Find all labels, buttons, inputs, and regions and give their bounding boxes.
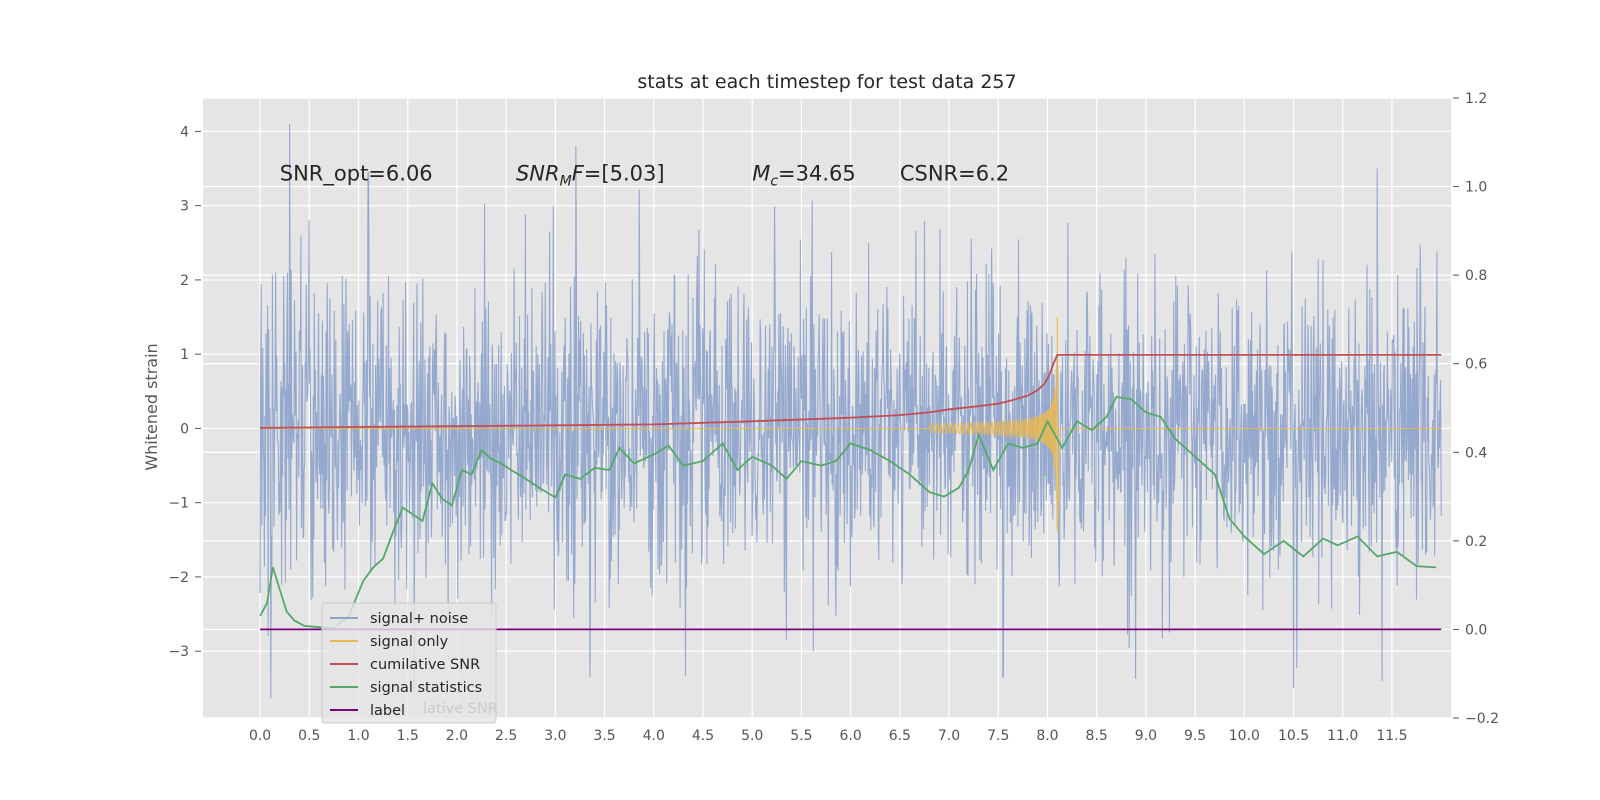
x-tick-label: 6.5 xyxy=(889,728,911,744)
annotation-text: CSNR=6.2 xyxy=(900,161,1009,185)
legend-label: label xyxy=(370,703,405,719)
x-tick-label: 10.5 xyxy=(1278,728,1309,744)
legend-label: signal only xyxy=(370,634,449,650)
annotation-text: SNR_opt=6.06 xyxy=(280,161,433,186)
x-tick-label: 4.5 xyxy=(692,728,714,744)
tick-labels: 0.0 0.5 1.0 1.5 2.0 2.5 3.0 3.5 4.0 4.5 5.0 5.5 6.0 6… xyxy=(168,91,1499,744)
cumilative-snr-line xyxy=(260,354,1442,429)
x-tick-label: 7.5 xyxy=(987,728,1009,744)
y-tick-label: 3 xyxy=(180,199,189,215)
x-tick-label: 2.0 xyxy=(446,728,468,744)
y-tick-label: −2 xyxy=(168,570,189,586)
chart-title: stats at each timestep for test data 257 xyxy=(637,71,1016,93)
x-tick-label: 6.0 xyxy=(839,728,861,744)
y-tick-label: 0 xyxy=(180,421,189,437)
y-tick-label: −3 xyxy=(168,644,189,660)
x-tick-label: 1.0 xyxy=(347,728,369,744)
x-tick-label: 2.5 xyxy=(495,728,517,744)
legend-label: signal+ noise xyxy=(370,611,468,627)
y2-tick-label: 1.0 xyxy=(1465,180,1487,196)
y-tick-label: 4 xyxy=(180,124,189,140)
legend-ghost-text: lative SNR xyxy=(423,701,498,717)
signal-statistics-line xyxy=(259,395,1437,630)
y2-tick-label: −0.2 xyxy=(1465,711,1499,727)
legend-label: cumilative SNR xyxy=(370,657,480,673)
legend-box xyxy=(321,602,497,724)
x-tick-label: 7.0 xyxy=(938,728,960,744)
x-tick-label: 11.0 xyxy=(1327,728,1358,744)
x-tick-label: 9.0 xyxy=(1135,728,1157,744)
x-tick-label: 3.5 xyxy=(593,728,615,744)
y2-tick-label: 0.6 xyxy=(1465,357,1487,373)
legend: lative SNR signal+ noise signal only cumila… xyxy=(321,602,498,724)
annotation-text: Mc=34.65 xyxy=(752,161,856,189)
annotations: SNR_opt=6.06 SNRMF=[5.03] Mc=34.65 CSNR=6.2 xyxy=(280,161,1009,189)
tick-marks xyxy=(195,97,1459,719)
y2-tick-label: 0.8 xyxy=(1465,268,1487,284)
signal-noise-line xyxy=(259,123,1442,699)
y-axis-label: Whitened strain xyxy=(142,343,161,470)
x-tick-label: 0.0 xyxy=(249,728,271,744)
y-tick-label: 1 xyxy=(180,347,189,363)
x-tick-label: 10.0 xyxy=(1229,728,1260,744)
annotation-text: SNRMF=[5.03] xyxy=(516,161,665,189)
y2-tick-label: 0.4 xyxy=(1465,445,1487,461)
x-tick-label: 11.5 xyxy=(1376,728,1407,744)
y-tick-label: 2 xyxy=(180,273,189,289)
legend-label: signal statistics xyxy=(370,680,482,696)
x-tick-label: 9.5 xyxy=(1184,728,1206,744)
y-tick-label: −1 xyxy=(168,496,189,512)
x-tick-label: 8.0 xyxy=(1036,728,1058,744)
x-tick-label: 1.5 xyxy=(397,728,419,744)
x-tick-label: 0.5 xyxy=(298,728,320,744)
series-lines xyxy=(259,316,1442,631)
signal-only-line xyxy=(260,316,1442,533)
y2-tick-label: 0.0 xyxy=(1465,622,1487,638)
y2-tick-label: 1.2 xyxy=(1465,91,1487,107)
x-tick-label: 5.5 xyxy=(790,728,812,744)
y2-tick-label: 0.2 xyxy=(1465,534,1487,550)
x-tick-label: 3.0 xyxy=(544,728,566,744)
x-tick-label: 8.5 xyxy=(1086,728,1108,744)
x-tick-label: 5.0 xyxy=(741,728,763,744)
x-tick-label: 4.0 xyxy=(643,728,665,744)
signal-noise-series xyxy=(259,123,1442,699)
